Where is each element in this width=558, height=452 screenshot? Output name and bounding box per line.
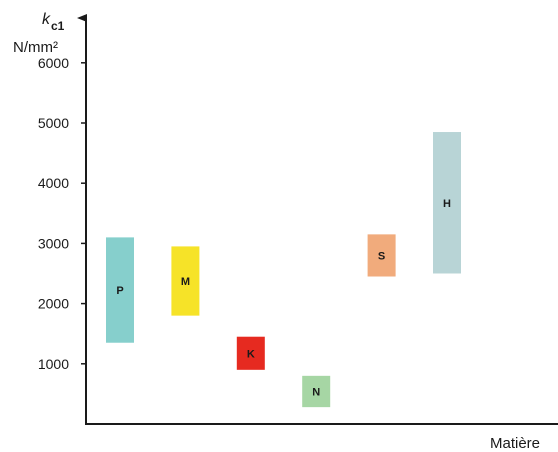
y-tick-label: 2000: [38, 296, 69, 312]
range-bar-p: [106, 237, 134, 343]
range-bar-label-m: M: [181, 276, 190, 288]
range-bar-label-p: P: [116, 285, 123, 297]
y-axis-symbol: k: [42, 11, 51, 28]
y-tick-label: 6000: [38, 55, 69, 71]
y-tick-label: 1000: [38, 356, 69, 372]
range-bar-label-s: S: [378, 250, 385, 262]
y-axis-unit: N/mm²: [13, 39, 58, 56]
y-tick-label: 5000: [38, 115, 69, 131]
range-bar-n: [302, 375, 331, 408]
range-bar-k: [236, 336, 265, 370]
y-axis-symbol-subscript: c1: [51, 19, 65, 33]
range-bar-h: [433, 132, 461, 274]
range-bar-s: [367, 234, 396, 277]
range-bar-m: [171, 246, 200, 316]
range-bar-label-h: H: [443, 198, 451, 210]
range-bar-label-n: N: [312, 386, 320, 398]
y-tick-label: 4000: [38, 175, 69, 191]
y-axis-ticks: 1000 2000 3000 4000 5000 6000: [38, 55, 86, 372]
x-axis-label: Matière: [490, 435, 540, 452]
y-tick-label: 3000: [38, 235, 69, 251]
range-bar-label-k: K: [247, 348, 255, 360]
range-bars: P M K N S H: [106, 132, 461, 408]
